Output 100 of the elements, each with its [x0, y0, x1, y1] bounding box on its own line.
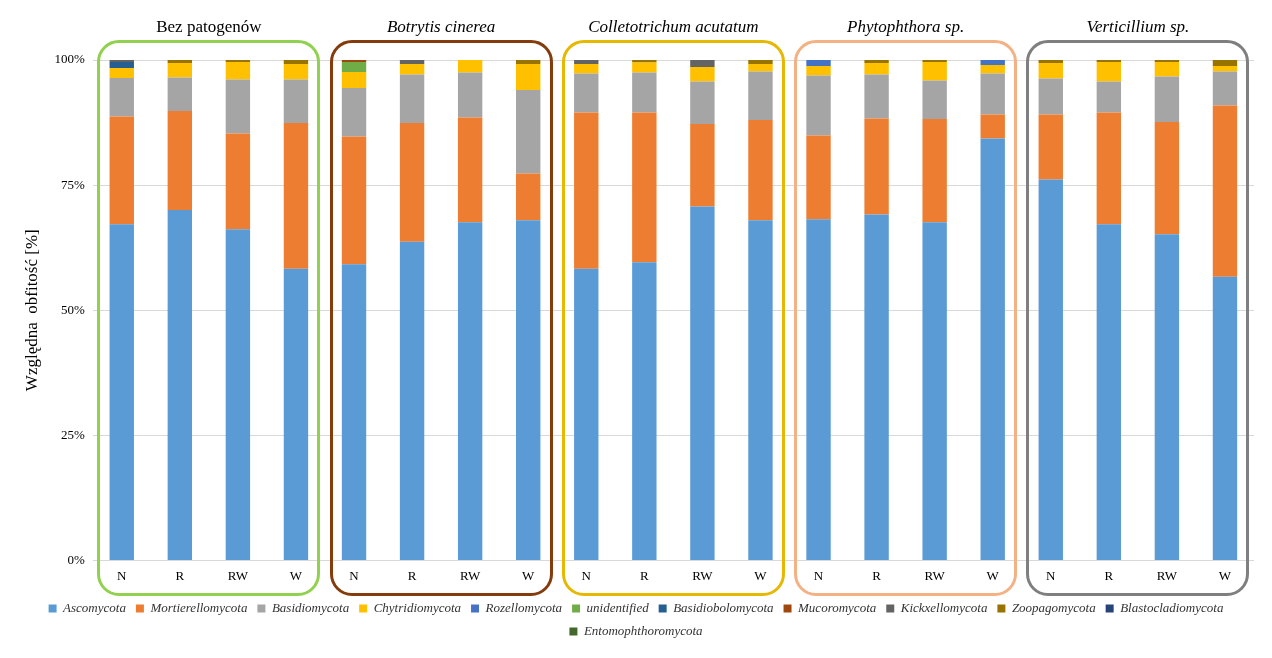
x-tick-label: N [581, 567, 592, 583]
legend-label: Kickxellomycota [899, 599, 988, 615]
x-tick-label: W [522, 567, 536, 583]
bar [225, 229, 251, 560]
bar [690, 124, 715, 207]
legend-label: Mortierellomycota [149, 599, 248, 615]
bar [574, 64, 599, 74]
bar [1038, 60, 1063, 63]
bar [1038, 114, 1063, 180]
bar [516, 173, 541, 221]
bar [748, 60, 773, 64]
bar [1038, 78, 1063, 115]
x-tick-label: N [349, 567, 360, 583]
bar [516, 90, 541, 174]
x-tick-label: R [407, 567, 417, 583]
bar [225, 62, 251, 80]
bar [806, 219, 831, 560]
bar [632, 112, 657, 263]
bar [399, 60, 425, 64]
x-tick-label: W [1218, 567, 1232, 583]
x-tick-label: RW [460, 567, 481, 583]
bar [167, 60, 193, 63]
bar [574, 112, 599, 269]
bar [806, 75, 831, 136]
bar [1212, 105, 1238, 277]
bar [1096, 112, 1122, 225]
legend-label: Rozellomycota [484, 599, 563, 615]
bar [922, 62, 947, 81]
bar [806, 66, 831, 76]
bar [516, 64, 541, 91]
bar [1096, 81, 1122, 113]
bar [690, 60, 715, 68]
bar [574, 268, 599, 560]
bar [516, 220, 541, 560]
bar [341, 62, 367, 73]
x-tick-label: W [289, 567, 303, 583]
bar [225, 133, 251, 230]
bar [457, 117, 483, 223]
bar [1096, 224, 1122, 560]
x-tick-label: RW [227, 567, 249, 583]
bar [457, 60, 483, 73]
bar [864, 60, 889, 63]
bar [516, 60, 541, 64]
text: Colletotrichum acutatum [588, 16, 759, 36]
text: Phytophthora sp. [846, 16, 965, 36]
bar [632, 62, 657, 73]
x-tick-label: RW [924, 567, 946, 583]
bar [864, 63, 889, 75]
bar [399, 74, 425, 124]
legend-label: Blastocladiomycota [1120, 599, 1224, 615]
legend-label: Basidiobolomycota [673, 599, 775, 615]
x-tick-label: R [640, 567, 649, 583]
y-tick-label: 75% [60, 176, 85, 192]
bar [399, 64, 425, 75]
bar [341, 88, 367, 137]
bar [225, 79, 251, 134]
bar [980, 73, 1005, 115]
legend-label: Zoopagomycota [1011, 599, 1097, 615]
bar [632, 60, 657, 63]
x-tick-label: W [986, 567, 1000, 583]
x-tick-label: R [175, 567, 185, 583]
bar [109, 78, 134, 117]
bar [457, 222, 483, 560]
legend-label: Mucoromycota [797, 599, 877, 615]
legend-label: Basidiomycota [271, 599, 350, 615]
bar [109, 62, 134, 69]
bar [341, 136, 367, 265]
x-tick-label: W [754, 567, 768, 583]
bar [167, 210, 193, 560]
bar [1212, 71, 1238, 106]
bar [167, 111, 193, 211]
bar [341, 72, 367, 89]
bar [922, 119, 947, 223]
text: Bez patogenów [156, 16, 263, 36]
bar [1154, 76, 1180, 123]
text: Botrytis cinerea [386, 16, 496, 36]
bar [341, 264, 367, 560]
bar [922, 222, 947, 560]
bar [109, 68, 134, 79]
bar [690, 206, 715, 560]
bar [864, 214, 889, 560]
bar [283, 79, 309, 124]
bar [283, 64, 309, 80]
bar [1038, 179, 1063, 560]
bar [690, 67, 715, 82]
bar [399, 123, 425, 242]
bar [457, 72, 483, 118]
bar [690, 81, 715, 125]
bar [1212, 60, 1238, 67]
bar [1154, 122, 1180, 235]
bar [167, 77, 193, 112]
legend-label: unidentified [586, 599, 650, 615]
bar [632, 262, 657, 560]
bar [864, 74, 889, 119]
bar [980, 65, 1005, 74]
bar [1212, 276, 1238, 560]
bar [748, 120, 773, 221]
bar [1154, 62, 1180, 77]
x-tick-label: N [117, 567, 128, 583]
y-tick-label: 25% [60, 426, 85, 442]
